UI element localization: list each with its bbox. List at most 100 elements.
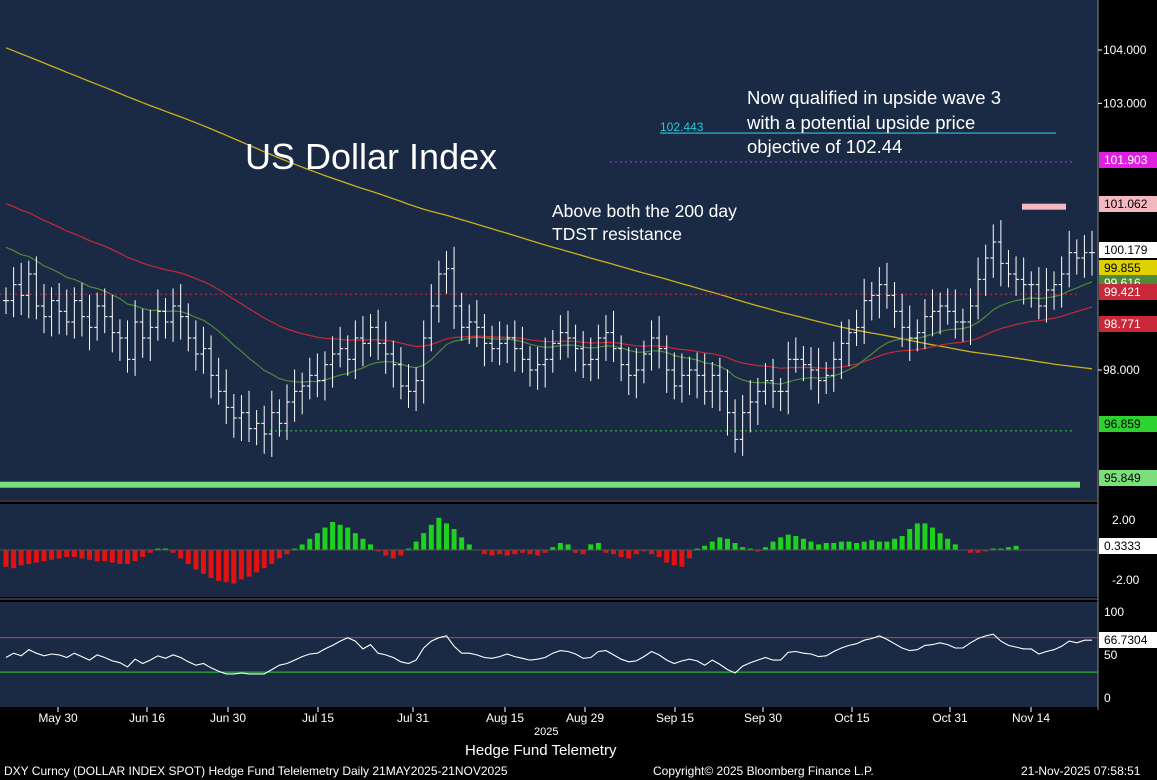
x-tick-label: May 30	[38, 711, 78, 725]
chart-subtitle: Hedge Fund Telemetry	[465, 742, 617, 759]
histogram-bar	[717, 537, 723, 550]
histogram-bar	[223, 550, 229, 583]
histogram-bar	[778, 537, 784, 550]
price-tag	[1099, 196, 1157, 212]
histogram-bar	[519, 550, 525, 553]
histogram-bar	[967, 550, 973, 553]
histogram-tick-label: 2.00	[1112, 513, 1136, 527]
histogram-bar	[345, 527, 351, 550]
histogram-bar	[307, 538, 313, 550]
histogram-bar	[770, 541, 776, 550]
histogram-bar	[823, 543, 829, 550]
histogram-bar	[102, 550, 108, 562]
histogram-bar	[671, 550, 677, 566]
tdst-support-bar	[0, 481, 1080, 488]
histogram-bar	[481, 550, 487, 555]
histogram-bar	[785, 534, 791, 550]
x-tick-label: Jun 16	[129, 711, 165, 725]
wave-annotation-line: Now qualified in upside wave 3	[747, 87, 1002, 108]
histogram-bar	[276, 550, 282, 559]
histogram-bar	[41, 550, 47, 562]
price-tag	[1099, 470, 1157, 486]
histogram-bar	[649, 550, 655, 555]
histogram-bar	[185, 550, 191, 564]
histogram-bar	[854, 543, 860, 550]
copyright-notice: Copyright© 2025 Bloomberg Finance L.P.	[653, 764, 874, 778]
histogram-bar	[694, 548, 700, 550]
price-tag	[1099, 316, 1157, 332]
histogram-bar	[125, 550, 131, 564]
rsi-panel	[0, 602, 1098, 707]
price-tag-label: 101.903	[1104, 153, 1148, 167]
histogram-bar	[284, 550, 290, 555]
year-label: 2025	[534, 726, 559, 738]
price-tick-label: 98.000	[1103, 363, 1140, 377]
price-tag-label: 96.859	[1104, 417, 1141, 431]
ohlc-bars	[3, 220, 1095, 457]
rsi-tick-label: 50	[1104, 648, 1118, 662]
histogram-bar	[421, 533, 427, 550]
histogram-bar	[33, 550, 39, 563]
histogram-bar	[193, 550, 199, 570]
histogram-bar	[557, 543, 563, 550]
histogram-bar	[231, 550, 237, 584]
histogram-bar	[990, 548, 996, 550]
x-tick-label: Oct 15	[834, 711, 870, 725]
timestamp: 21-Nov-2025 07:58:51	[1021, 764, 1141, 778]
histogram-bar	[178, 550, 184, 559]
x-tick-label: Aug 15	[486, 711, 524, 725]
histogram-bar	[147, 550, 153, 553]
chart-title: US Dollar Index	[245, 136, 498, 177]
rsi-value-label: 66.7304	[1104, 633, 1148, 647]
price-tag-label: 101.062	[1104, 197, 1148, 211]
histogram-bar	[49, 550, 55, 560]
histogram-bar	[330, 522, 336, 550]
tdst-annotation-line: TDST resistance	[552, 224, 682, 244]
histogram-bar	[64, 550, 70, 557]
histogram-bar	[451, 529, 457, 550]
histogram-bar	[732, 543, 738, 550]
ma50-line	[5, 246, 1093, 385]
pink-resistance-bar	[1022, 203, 1066, 210]
histogram-bar	[398, 550, 404, 556]
histogram-bar	[428, 524, 434, 550]
right-axis	[1098, 0, 1157, 710]
histogram-bar	[3, 550, 9, 567]
histogram-bar	[611, 550, 617, 555]
histogram-bar	[861, 541, 867, 550]
histogram-bar	[238, 550, 244, 580]
histogram-bar	[702, 545, 708, 550]
histogram-bar	[983, 550, 989, 552]
histogram-bar	[816, 544, 822, 550]
histogram-bar	[550, 547, 556, 550]
histogram-tick-label: -2.00	[1112, 573, 1140, 587]
histogram-bar	[26, 550, 32, 564]
histogram-bar	[337, 524, 343, 550]
price-tag-label: 100.179	[1104, 243, 1148, 257]
security-description: DXY Curncy (DOLLAR INDEX SPOT) Hedge Fun…	[4, 764, 508, 778]
histogram-bar	[368, 544, 374, 550]
histogram-bar	[740, 547, 746, 550]
histogram-bars	[3, 517, 1019, 584]
histogram-value-tag	[1099, 538, 1157, 554]
histogram-bar	[109, 550, 115, 563]
x-tick-label: Sep 15	[656, 711, 694, 725]
histogram-bar	[664, 550, 670, 563]
histogram-bar	[162, 548, 168, 550]
price-tag	[1099, 152, 1157, 168]
histogram-bar	[892, 538, 898, 550]
histogram-bar	[869, 540, 875, 550]
histogram-bar	[565, 544, 571, 550]
histogram-bar	[945, 538, 951, 550]
histogram-bar	[94, 550, 100, 562]
histogram-bar	[79, 550, 85, 559]
ma200-line	[5, 47, 1093, 370]
histogram-bar	[535, 550, 541, 556]
histogram-bar	[603, 550, 609, 553]
histogram-bar	[208, 550, 214, 578]
histogram-bar	[542, 550, 548, 553]
rsi-line	[5, 633, 1092, 675]
histogram-bar	[899, 536, 905, 550]
histogram-bar	[406, 548, 412, 550]
